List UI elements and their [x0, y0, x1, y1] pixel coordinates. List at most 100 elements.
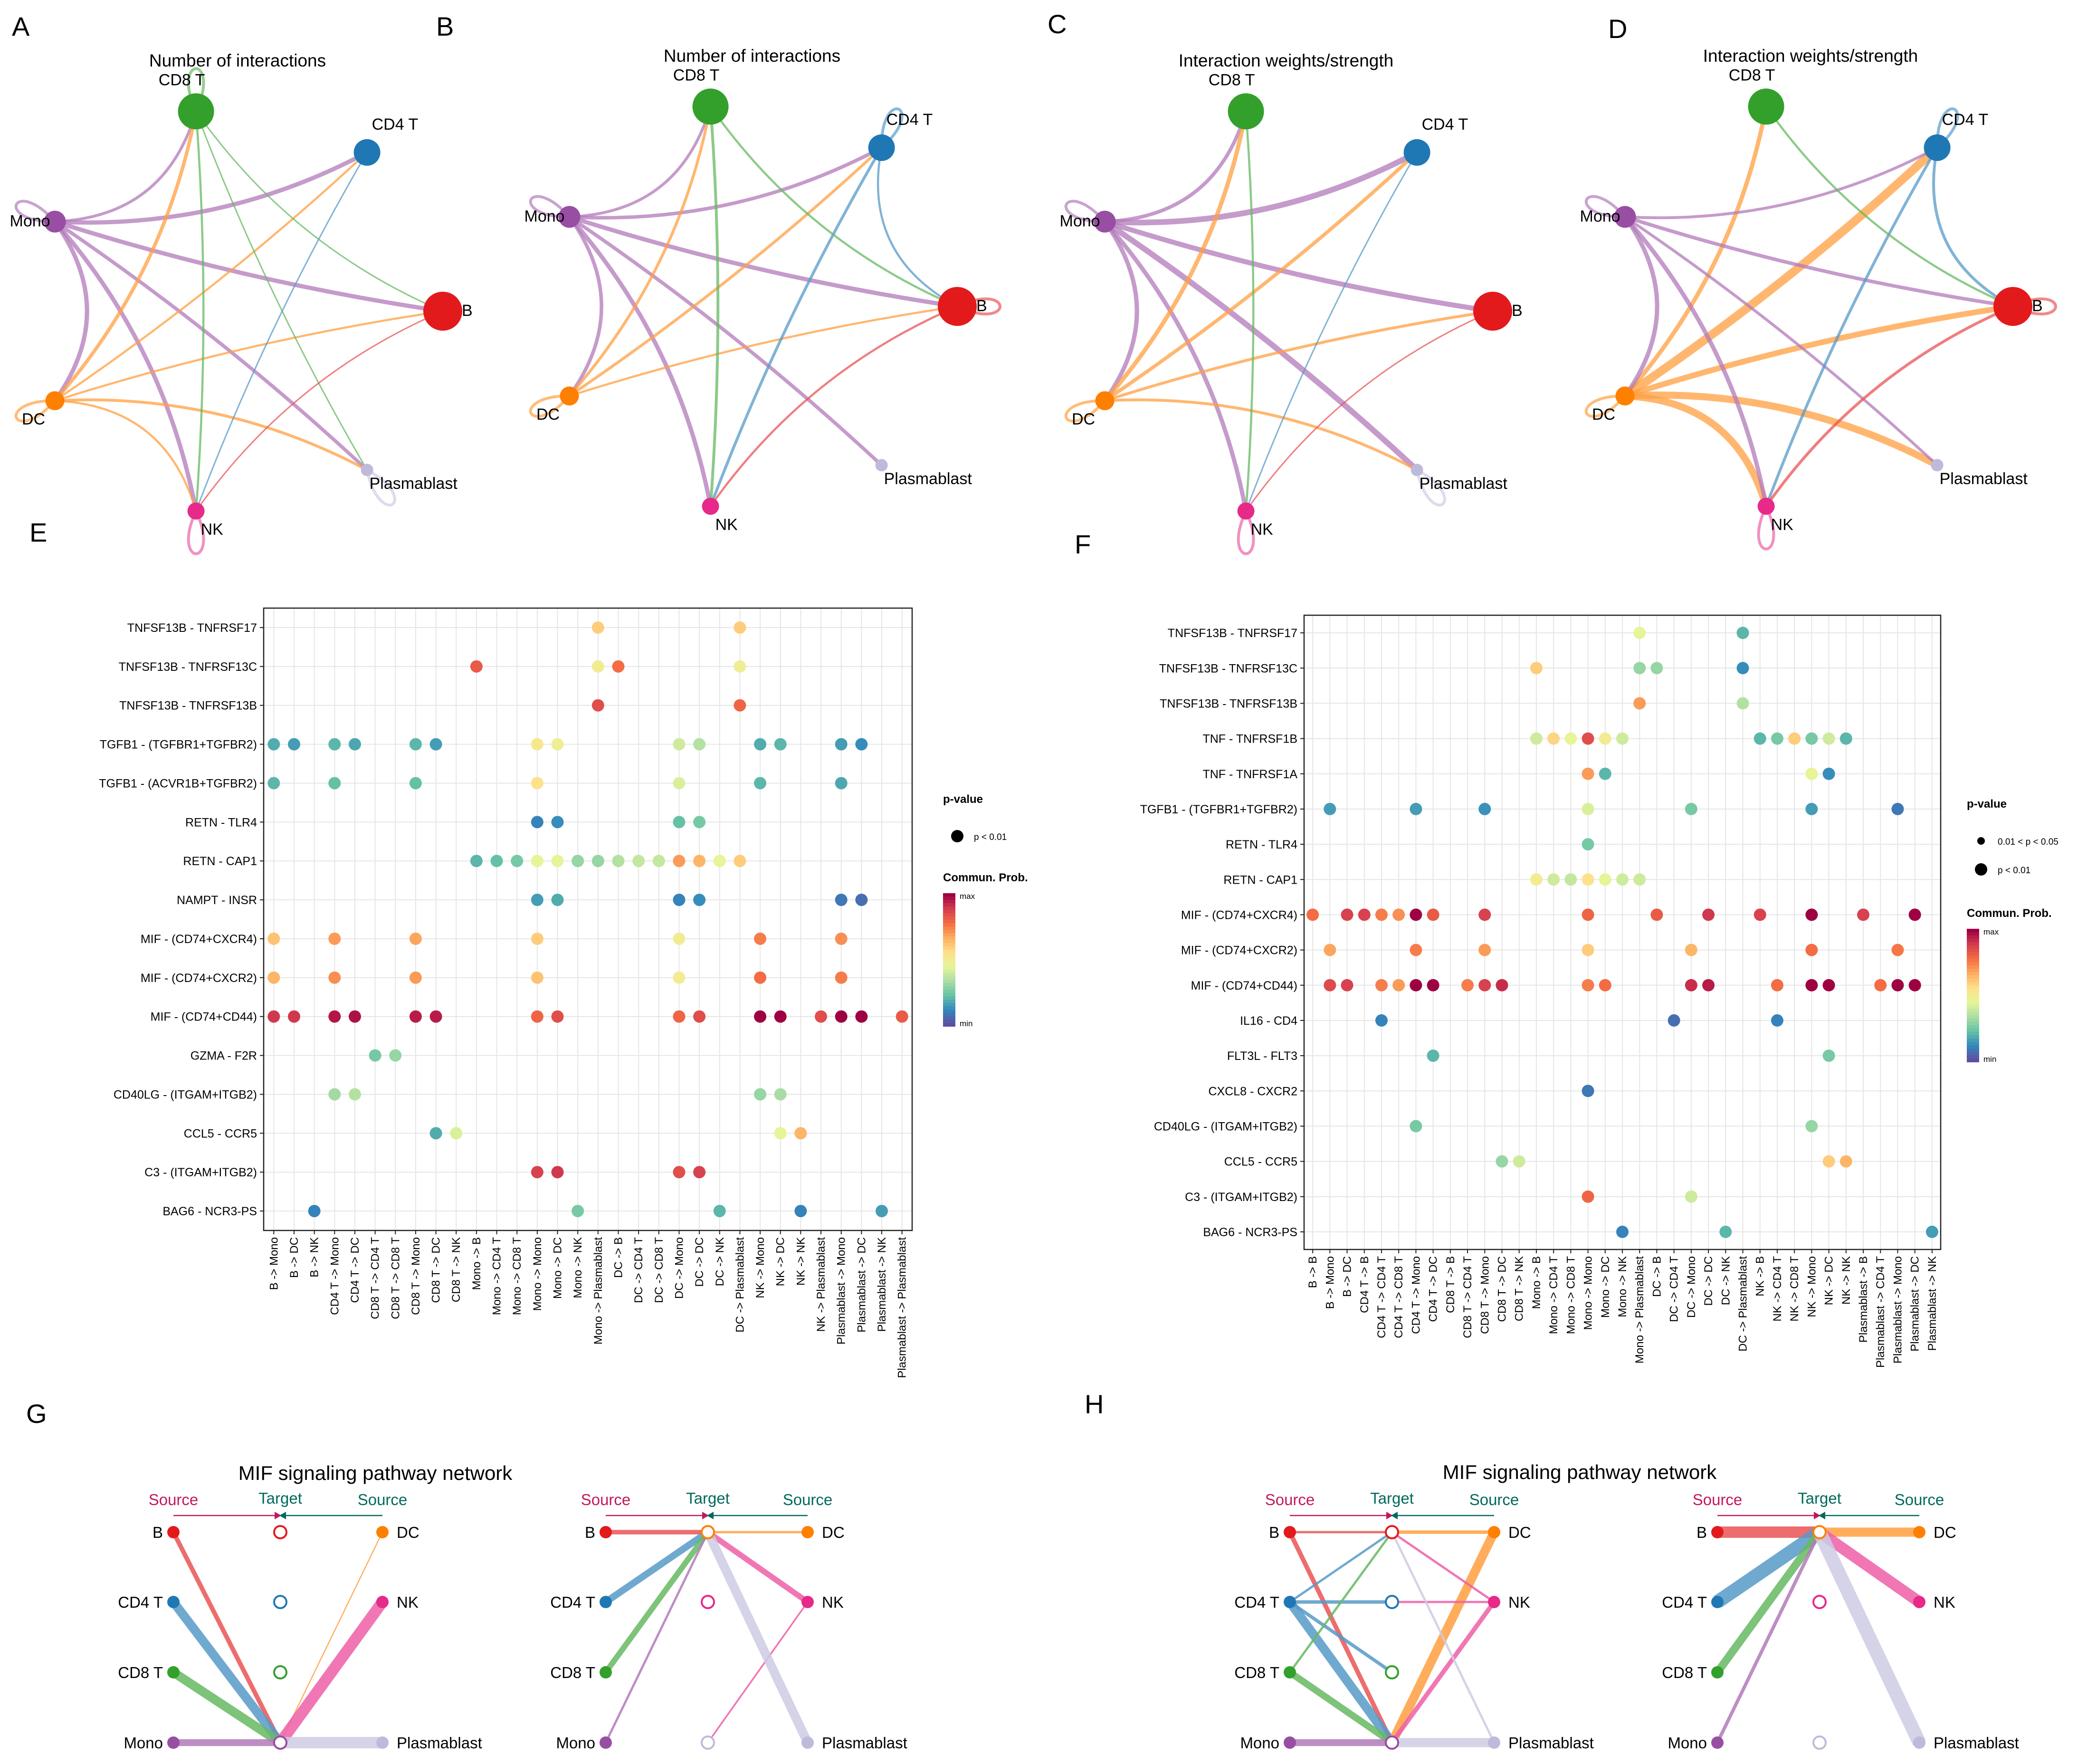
- colorbar-segment: [943, 1006, 955, 1010]
- data-point: [1702, 979, 1715, 992]
- panel-letter-f: F: [1075, 529, 1091, 559]
- colorbar-segment: [1967, 982, 1979, 986]
- x-tick-label: NK -> DC: [774, 1237, 787, 1286]
- legend-pvalue-label: p < 0.01: [1998, 866, 2030, 876]
- colorbar-segment: [943, 930, 955, 934]
- data-point: [572, 1205, 584, 1218]
- colorbar-segment: [1967, 992, 1979, 996]
- node-label-b: B: [462, 302, 473, 320]
- data-point: [1616, 1225, 1629, 1238]
- panel-g-right-hierarchy: Source Target Source B CD4 T CD8 T Mono DC NK Pla…: [550, 1489, 907, 1752]
- data-point: [1582, 767, 1594, 780]
- source-node-cd8-t: [600, 1666, 612, 1678]
- colorbar-segment: [943, 916, 955, 920]
- data-point: [429, 1127, 442, 1140]
- edge-nk-to-b: [1391, 1531, 1495, 1603]
- source-label-mono: Mono: [124, 1734, 163, 1752]
- source-arrow-right-head: [1391, 1512, 1398, 1519]
- node-cd8-t: [692, 88, 729, 125]
- edge-dc-to-cd8-t: [568, 106, 712, 397]
- edge-mono-to-cd8-t: [569, 106, 712, 219]
- data-point: [1324, 979, 1336, 992]
- data-point: [1306, 908, 1319, 921]
- target-node-plasmablast: [1812, 1735, 1827, 1750]
- y-tick-label: TNFSF13B - TNFRSF13B: [1160, 697, 1297, 710]
- colorbar-segment: [1967, 995, 1979, 999]
- edge-mono-to-b: [1624, 215, 2013, 308]
- data-point: [1891, 802, 1904, 815]
- data-point: [1375, 979, 1388, 992]
- source-label-dc: DC: [1934, 1524, 1956, 1541]
- colorbar-segment: [1967, 959, 1979, 963]
- source-label-left: Source: [149, 1491, 199, 1508]
- target-label: Target: [1798, 1489, 1841, 1507]
- data-point: [1496, 1155, 1508, 1168]
- data-point: [1530, 662, 1543, 675]
- target-node-dc: [701, 1525, 715, 1539]
- data-point: [774, 1088, 787, 1101]
- edge-mono-to-plasmablast: [1103, 219, 1419, 472]
- source-label-right: Source: [1469, 1491, 1519, 1508]
- source-label-b: B: [1269, 1524, 1279, 1541]
- edge-cd4-t-to-b: [877, 147, 958, 307]
- node-b: [423, 292, 462, 331]
- node-label-plasmablast: Plasmablast: [884, 470, 972, 488]
- edge-mono-to-nk: [1623, 215, 1769, 507]
- data-point: [1582, 1190, 1594, 1203]
- panel-letter-h: H: [1085, 1389, 1104, 1419]
- legend-color-title: Commun. Prob.: [943, 871, 1028, 884]
- data-point: [693, 855, 706, 868]
- x-tick-label: Plasmablast -> DC: [855, 1237, 868, 1333]
- data-point: [531, 932, 543, 945]
- node-label-plasmablast: Plasmablast: [370, 475, 458, 493]
- data-point: [1805, 767, 1818, 780]
- node-nk: [702, 497, 719, 515]
- colorbar-segment: [1967, 1042, 1979, 1046]
- data-point: [1633, 662, 1646, 675]
- y-tick-label: TGFB1 - (TGFBR1+TGFBR2): [1140, 803, 1297, 816]
- data-point: [1478, 802, 1491, 815]
- panel-e-dot-plot: TNFSF13B - TNFRSF17 TNFSF13B - TNFRSF13C T…: [99, 607, 1028, 1378]
- y-tick-label: FLT3L - FLT3: [1227, 1049, 1297, 1063]
- panel-c-circle-plot: CD8 T CD4 T Mono B DC Plasmablast NK: [1060, 71, 1523, 555]
- data-point: [1616, 873, 1629, 886]
- data-point: [1547, 732, 1560, 745]
- data-point: [1874, 979, 1887, 992]
- node-label-cd4-t: CD4 T: [1942, 111, 1989, 129]
- colorbar-segment: [1967, 1045, 1979, 1049]
- node-cd8-t: [1748, 88, 1784, 125]
- data-point: [409, 738, 422, 751]
- x-tick-label: Mono -> NK: [1616, 1256, 1629, 1317]
- node-cd8-t: [1228, 93, 1264, 130]
- source-node-nk: [801, 1596, 814, 1608]
- data-point: [389, 1049, 402, 1062]
- data-point: [673, 738, 686, 751]
- colorbar-segment: [943, 1013, 955, 1017]
- data-point: [1392, 979, 1405, 992]
- data-point: [673, 971, 686, 984]
- edge-mono-to-cd8-t: [55, 111, 198, 223]
- panel-letter-b: B: [436, 11, 454, 41]
- node-b: [938, 287, 977, 326]
- x-tick-label: CD8 T -> NK: [1513, 1256, 1526, 1321]
- data-point: [1719, 1225, 1732, 1238]
- node-plasmablast: [1931, 459, 1944, 472]
- colorbar-segment: [1967, 1039, 1979, 1042]
- x-tick-label: Mono -> DC: [1599, 1256, 1612, 1318]
- legend-pvalue-marker: [1975, 863, 1987, 876]
- node-b: [1473, 292, 1512, 331]
- data-point: [1582, 979, 1594, 992]
- source-label-left: Source: [1265, 1491, 1315, 1508]
- edge-nk-to-dc: [1816, 1527, 1923, 1607]
- colorbar-segment: [943, 900, 955, 904]
- data-point: [754, 1088, 767, 1101]
- data-point: [531, 816, 543, 829]
- x-tick-label: B -> DC: [1341, 1256, 1354, 1297]
- data-point: [1668, 1014, 1680, 1027]
- data-point: [673, 855, 686, 868]
- x-tick-label: NK -> Mono: [754, 1237, 767, 1298]
- edge-dc-to-b: [1624, 304, 2013, 399]
- edge-cd4-t-to-nk: [1764, 147, 1939, 507]
- source-node-cd4-t: [1284, 1596, 1296, 1608]
- y-tick-label: MIF - (CD74+CXCR2): [141, 972, 257, 985]
